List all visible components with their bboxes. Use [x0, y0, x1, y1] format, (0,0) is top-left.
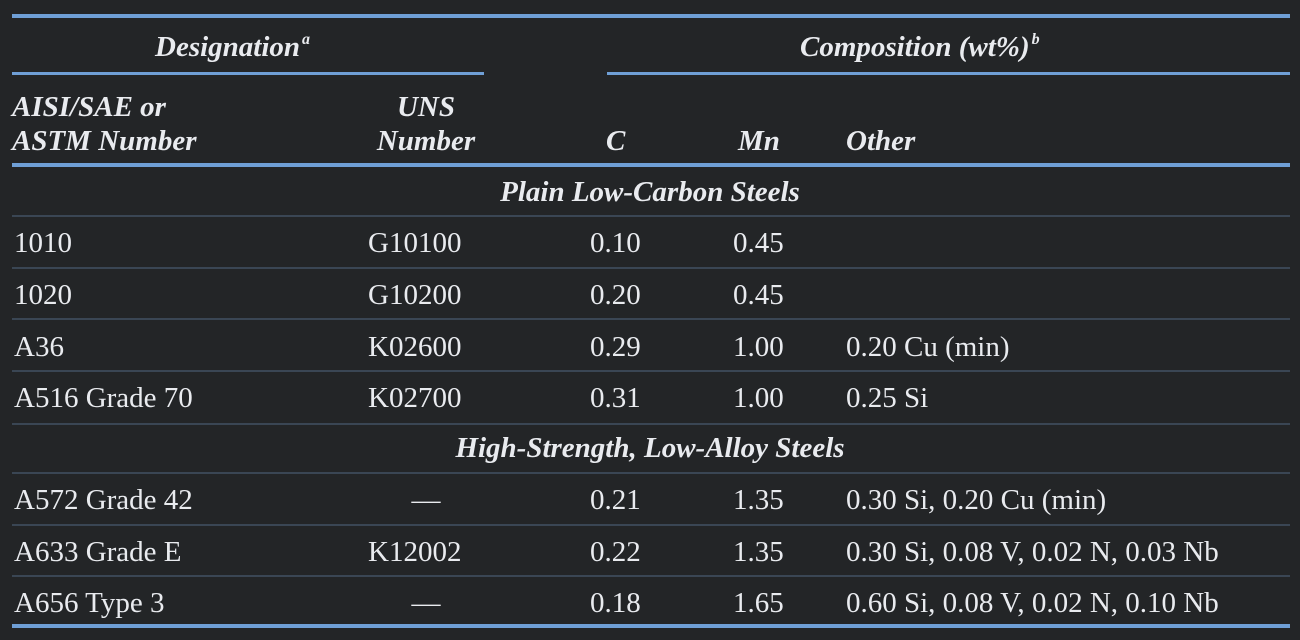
cell-uns: K12002 — [368, 536, 462, 568]
cell-mn: 1.00 — [733, 331, 784, 363]
cell-c: 0.22 — [590, 536, 641, 568]
composition-header: Composition (wt%) b — [800, 30, 1040, 69]
cell-mn: 1.35 — [733, 536, 784, 568]
cell-aisi: A572 Grade 42 — [14, 484, 193, 516]
row-divider — [12, 370, 1290, 372]
cell-mn: 1.65 — [733, 587, 784, 619]
composition-group-rule — [607, 72, 1290, 75]
cell-other: 0.30 Si, 0.20 Cu (min) — [846, 484, 1107, 516]
col-header-aisi-line1: AISI/SAE or — [12, 91, 166, 123]
cell-uns: G10100 — [368, 227, 462, 259]
cell-c: 0.29 — [590, 331, 641, 363]
row-divider — [12, 267, 1290, 269]
cell-mn: 0.45 — [733, 227, 784, 259]
top-rule — [12, 14, 1290, 18]
cell-uns: K02700 — [368, 382, 462, 414]
cell-uns: K02600 — [368, 331, 462, 363]
bottom-rule — [12, 624, 1290, 628]
col-header-aisi: AISI/SAE or ASTM Number — [12, 90, 197, 158]
cell-aisi: 1010 — [14, 227, 72, 259]
col-header-uns-line2: Number — [376, 125, 476, 157]
cell-uns: G10200 — [368, 279, 462, 311]
cell-aisi: 1020 — [14, 279, 72, 311]
row-divider — [12, 318, 1290, 320]
cell-aisi: A656 Type 3 — [14, 587, 165, 619]
row-divider — [12, 472, 1290, 474]
cell-other: 0.30 Si, 0.08 V, 0.02 N, 0.03 Nb — [846, 536, 1219, 568]
cell-other: 0.60 Si, 0.08 V, 0.02 N, 0.10 Nb — [846, 587, 1219, 619]
row-divider — [12, 423, 1290, 425]
col-header-c: C — [606, 125, 626, 157]
cell-c: 0.18 — [590, 587, 641, 619]
cell-c: 0.10 — [590, 227, 641, 259]
cell-mn: 0.45 — [733, 279, 784, 311]
section-title-hsla: High-Strength, Low-Alloy Steels — [455, 432, 845, 464]
cell-c: 0.20 — [590, 279, 641, 311]
col-header-uns-line1: UNS — [396, 91, 455, 123]
col-header-mn: Mn — [738, 125, 780, 157]
cell-uns: — — [411, 587, 441, 619]
cell-mn: 1.35 — [733, 484, 784, 516]
row-divider — [12, 215, 1290, 217]
designation-label: Designation — [155, 31, 301, 63]
section-title-plain-low-carbon: Plain Low-Carbon Steels — [500, 176, 800, 208]
col-header-aisi-line2: ASTM Number — [12, 125, 197, 157]
cell-uns: — — [411, 484, 441, 516]
composition-footnote-mark: b — [1031, 31, 1040, 48]
designation-group-rule — [12, 72, 484, 75]
cell-other: 0.20 Cu (min) — [846, 331, 1010, 363]
designation-header: Designation a — [155, 30, 310, 69]
row-divider — [12, 575, 1290, 577]
designation-footnote-mark: a — [302, 31, 311, 48]
composition-label: Composition (wt%) — [800, 31, 1030, 63]
col-header-uns: UNS Number — [368, 90, 484, 158]
cell-mn: 1.00 — [733, 382, 784, 414]
cell-aisi: A516 Grade 70 — [14, 382, 193, 414]
cell-aisi: A36 — [14, 331, 64, 363]
header-bottom-rule — [12, 163, 1290, 167]
cell-c: 0.31 — [590, 382, 641, 414]
cell-aisi: A633 Grade E — [14, 536, 182, 568]
row-divider — [12, 524, 1290, 526]
cell-c: 0.21 — [590, 484, 641, 516]
cell-other: 0.25 Si — [846, 382, 929, 414]
col-header-other: Other — [846, 125, 916, 157]
